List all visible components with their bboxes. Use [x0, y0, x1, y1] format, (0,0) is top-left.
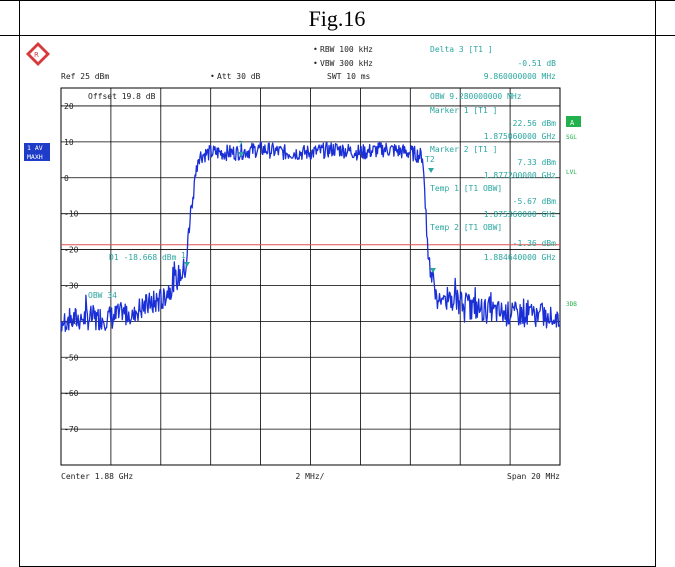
figure-label: Fig.16 [309, 6, 366, 31]
y-tick-label: -60 [64, 389, 79, 398]
marker-2-icon [428, 168, 434, 173]
y-tick-label: -50 [64, 353, 79, 362]
panel-line-8: -5.67 dBm [513, 197, 557, 206]
y-tick-label: 10 [64, 138, 74, 147]
panel-line-3: 1.875060000 GHz [484, 132, 556, 141]
spectrum-trace [60, 140, 561, 333]
y-tick-label: -30 [64, 281, 79, 290]
svg-text:3DB: 3DB [566, 301, 577, 308]
y-tick-label: 20 [64, 102, 74, 111]
rbw: RBW 100 kHz [320, 45, 373, 54]
offset-label: Offset 19.8 dB [88, 92, 156, 101]
panel-line-1: Marker 1 [T1 ] [430, 106, 497, 115]
panel-line-2: -22.56 dBm [508, 119, 556, 128]
svg-text:SGL: SGL [566, 134, 577, 141]
marker-4-icon [430, 268, 436, 273]
panel-line-0: OBW 9.280000000 MHz [430, 92, 522, 101]
svg-text:•: • [313, 59, 318, 68]
att-marker: • [210, 72, 215, 81]
marker-top-tag: 7 [238, 140, 243, 149]
delta-marker-freq: 9.860000000 MHz [484, 72, 556, 81]
obw-line-label: OBW 34 [88, 291, 117, 300]
marker-1-icon [184, 262, 190, 267]
vbw: VBW 300 kHz [320, 59, 373, 68]
marker-panel: OBW 9.280000000 MHz Marker 1 [T1 ] -22.5… [430, 92, 556, 262]
x-center-label: Center 1.88 GHz [61, 472, 133, 481]
svg-text:LVL: LVL [566, 169, 577, 176]
panel-line-6: 1.877200000 GHz [484, 171, 556, 180]
delta-marker-title: Delta 3 [T1 ] [430, 45, 493, 54]
y-tick-label: -70 [64, 425, 79, 434]
grid [61, 88, 560, 465]
svg-text:MAXH: MAXH [27, 153, 43, 161]
svg-text:R: R [34, 51, 39, 59]
svg-text:•: • [313, 45, 318, 54]
rs-logo-icon: R [26, 42, 50, 66]
y-tick-label: 0 [64, 174, 69, 183]
delta-marker-value: -0.51 dB [517, 59, 556, 68]
panel-line-7: Temp 1 [T1 OBW] [430, 184, 502, 193]
svg-text:A: A [570, 119, 575, 127]
ref-level: Ref 25 dBm [61, 72, 109, 81]
marker-top-icon [238, 152, 244, 157]
y-tick-label: -20 [64, 246, 79, 255]
panel-line-11: -1.36 dBm [513, 239, 557, 248]
panel-line-10: Temp 2 [T1 OBW] [430, 223, 502, 232]
x-span-label: Span 20 MHz [507, 472, 560, 481]
panel-line-12: 1.884640000 GHz [484, 253, 556, 262]
y-tick-label: -10 [64, 210, 79, 219]
svg-text:1 AV: 1 AV [27, 144, 43, 152]
display-line-label: D1 -18.668 dBm [109, 253, 177, 262]
marker-1-tag: 1 [181, 251, 186, 260]
panel-line-4: Marker 2 [T1 ] [430, 145, 497, 154]
sweep-time: SWT 10 ms [327, 72, 371, 81]
panel-line-5: 7.33 dBm [517, 158, 556, 167]
attenuation: Att 30 dB [217, 72, 261, 81]
trace-mode-badge: 1 AV MAXH [24, 143, 50, 161]
right-side-labels: A SGL LVL 3DB [566, 116, 581, 308]
x-div-label: 2 MHz/ [296, 472, 325, 481]
marker-2-tag: T2 [425, 155, 435, 164]
panel-line-9: 1.875360000 GHz [484, 210, 556, 219]
